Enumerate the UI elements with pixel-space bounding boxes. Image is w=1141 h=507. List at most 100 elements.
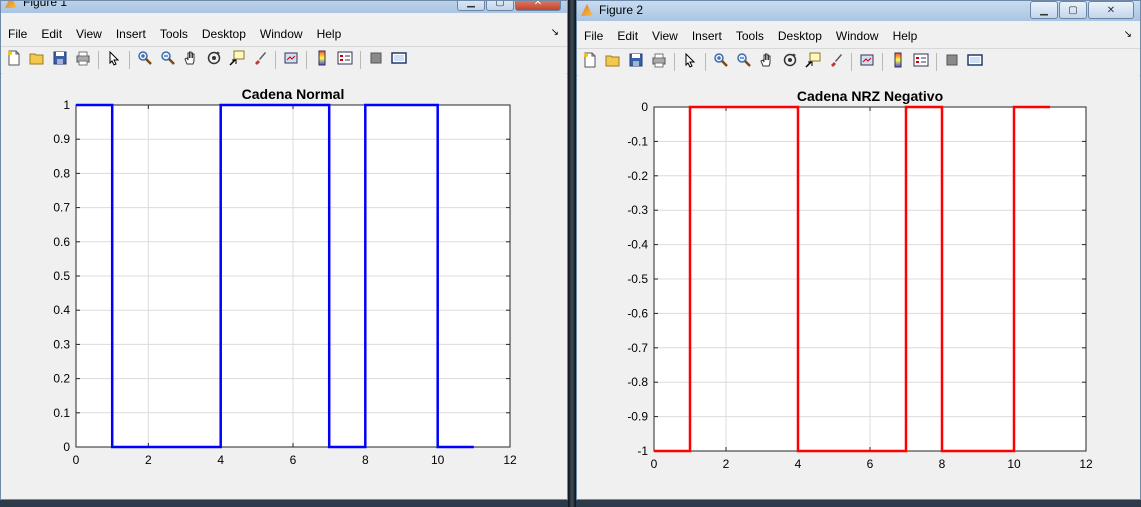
series-line[interactable]	[654, 105, 1050, 453]
zoom-in-button[interactable]	[135, 50, 155, 70]
save-button[interactable]	[50, 50, 70, 70]
close-button[interactable]: ✕	[1088, 1, 1134, 19]
menu-view[interactable]: View	[76, 27, 102, 41]
x-tick-label: 2	[145, 453, 152, 467]
save-button[interactable]	[626, 52, 646, 72]
pointer-button[interactable]	[680, 52, 700, 72]
chart[interactable]: 0 2 4 6 8 10 12 -1 -0.9 -0.8 -0.7 -0.6 -0.5 -0.4 -0.3 -…	[578, 75, 1141, 499]
link-plot-icon	[859, 52, 875, 73]
y-tick-label: -1	[637, 444, 648, 458]
pointer-button[interactable]	[104, 50, 124, 70]
colorbar-button[interactable]	[312, 50, 332, 70]
rotate-3d-button[interactable]	[780, 52, 800, 72]
close-button[interactable]: ✕	[515, 1, 561, 11]
title-bar[interactable]: Figure 1 ▁ ▢ ✕	[1, 0, 567, 13]
menu-help[interactable]: Help	[316, 27, 342, 41]
menu-file[interactable]: File	[8, 27, 28, 41]
menu-edit[interactable]: Edit	[617, 29, 639, 43]
zoom-out-icon	[160, 50, 176, 71]
menu-file[interactable]: File	[584, 29, 604, 43]
print-button[interactable]	[73, 50, 93, 70]
new-file-button[interactable]	[580, 52, 600, 72]
menu-edit[interactable]: Edit	[41, 27, 63, 41]
data-cursor-icon	[229, 50, 245, 71]
x-tick-label: 4	[795, 457, 802, 471]
matlab-logo-icon	[5, 1, 17, 8]
figure-toolbar	[1, 46, 567, 74]
figure-canvas: 0 2 4 6 8 10 12 -1 -0.9 -0.8 -0.7 -0.6 -0.5 -0.4 -0.3 -…	[578, 75, 1139, 499]
menu-desktop[interactable]: Desktop	[777, 29, 822, 43]
menu-window[interactable]: Window	[835, 29, 879, 43]
title-bar[interactable]: Figure 2 ▁ ▢ ✕	[577, 1, 1140, 21]
legend-button[interactable]	[335, 50, 355, 70]
brush-button[interactable]	[250, 50, 270, 70]
open-folder-button[interactable]	[603, 52, 623, 72]
menu-tools[interactable]: Tools	[159, 27, 188, 41]
menu-tools[interactable]: Tools	[735, 29, 764, 43]
x-tick-label: 0	[651, 457, 658, 471]
menu-view[interactable]: View	[652, 29, 678, 43]
link-plot-button[interactable]	[857, 52, 877, 72]
y-tick-label: 0.9	[53, 132, 70, 146]
minimize-button[interactable]: ▁	[1030, 1, 1058, 19]
x-tick-label: 0	[73, 453, 80, 467]
brush-button[interactable]	[826, 52, 846, 72]
menu-desktop[interactable]: Desktop	[201, 27, 246, 41]
x-tick-label: 10	[1007, 457, 1021, 471]
x-tick-label: 8	[939, 457, 946, 471]
x-tick-label: 6	[867, 457, 874, 471]
menu-dock-arrow-icon[interactable]: ↘	[550, 27, 559, 38]
toolbar-separator	[705, 53, 706, 71]
new-file-icon	[6, 50, 22, 71]
legend-icon	[337, 50, 353, 71]
link-plot-button[interactable]	[281, 50, 301, 70]
new-file-button[interactable]	[4, 50, 24, 70]
x-tick-label: 10	[431, 453, 445, 467]
minimize-button[interactable]: ▁	[457, 0, 485, 11]
rotate-3d-icon	[206, 50, 222, 71]
close-icon: ✕	[1106, 4, 1116, 16]
rotate-3d-button[interactable]	[204, 50, 224, 70]
data-cursor-button[interactable]	[803, 52, 823, 72]
show-plot-tools-button[interactable]	[389, 50, 409, 70]
hide-plot-tools-button[interactable]	[366, 50, 386, 70]
pan-hand-icon	[183, 50, 199, 71]
zoom-out-button[interactable]	[158, 50, 178, 70]
series-line[interactable]	[76, 103, 474, 449]
pan-hand-button[interactable]	[757, 52, 777, 72]
window-title: Figure 1	[23, 0, 68, 9]
data-cursor-icon	[805, 52, 821, 73]
y-tick-label: 0.7	[53, 201, 70, 215]
zoom-in-button[interactable]	[711, 52, 731, 72]
menu-help[interactable]: Help	[892, 29, 918, 43]
data-cursor-button[interactable]	[227, 50, 247, 70]
zoom-out-button[interactable]	[734, 52, 754, 72]
legend-icon	[913, 52, 929, 73]
show-plot-tools-button[interactable]	[965, 52, 985, 72]
zoom-in-icon	[713, 52, 729, 73]
hide-plot-tools-button[interactable]	[942, 52, 962, 72]
menu-dock-arrow-icon[interactable]: ↘	[1123, 29, 1132, 40]
y-tick-label: 0.3	[53, 337, 70, 351]
maximize-button[interactable]: ▢	[486, 1, 514, 11]
menu-insert[interactable]: Insert	[115, 27, 146, 41]
open-folder-icon	[605, 52, 621, 73]
chart[interactable]: 0 2 4 6 8 10 12 0 0.1 0.2 0.3 0.4 0.5 0.6 0.7 0.8 0.9 1 Ca…	[2, 73, 568, 499]
maximize-button[interactable]: ▢	[1059, 1, 1087, 19]
new-file-icon	[582, 52, 598, 73]
desktop-gap	[568, 0, 576, 507]
menu-window[interactable]: Window	[259, 27, 303, 41]
colorbar-button[interactable]	[888, 52, 908, 72]
print-button[interactable]	[649, 52, 669, 72]
minimize-icon: ▁	[467, 0, 475, 8]
pointer-icon	[106, 50, 122, 71]
toolbar-separator	[936, 53, 937, 71]
minimize-icon: ▁	[1040, 4, 1048, 16]
pan-hand-button[interactable]	[181, 50, 201, 70]
legend-button[interactable]	[911, 52, 931, 72]
figure-canvas: 0 2 4 6 8 10 12 0 0.1 0.2 0.3 0.4 0.5 0.6 0.7 0.8 0.9 1 Ca…	[2, 73, 566, 499]
y-tick-label: -0.7	[627, 341, 648, 355]
pointer-icon	[682, 52, 698, 73]
menu-insert[interactable]: Insert	[691, 29, 722, 43]
open-folder-button[interactable]	[27, 50, 47, 70]
